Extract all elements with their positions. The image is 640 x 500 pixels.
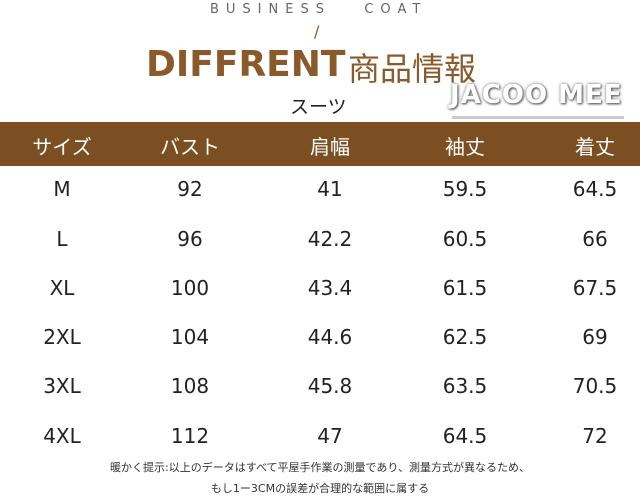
- note-line-1: 暖かく提示:以上のデータはすべて平屋手作業の測量であり、測量方式が異なるため、: [110, 461, 530, 474]
- table-cell: 104: [170, 325, 210, 349]
- table-cell: 72: [582, 424, 608, 448]
- table-cell: 2XL: [43, 325, 81, 349]
- table-cell: 47: [317, 424, 343, 448]
- column-header: 着丈: [575, 135, 615, 159]
- table-cell: 61.5: [442, 276, 488, 300]
- table-cell: 112: [170, 424, 210, 448]
- table-cell: 70.5: [572, 374, 618, 398]
- table-cell: 41: [317, 177, 343, 201]
- table-cell: 44.6: [307, 325, 353, 349]
- table-cell: 108: [170, 374, 210, 398]
- slash: /: [314, 22, 320, 41]
- table-cell: M: [53, 177, 71, 201]
- item-type: スーツ: [290, 96, 347, 118]
- table-cell: 67.5: [572, 276, 618, 300]
- table-cell: 92: [177, 177, 203, 201]
- table-cell: 3XL: [43, 374, 81, 398]
- table-cell: 64.5: [442, 424, 488, 448]
- table-cell: 100: [170, 276, 210, 300]
- title: DIFFRENT: [146, 44, 346, 85]
- table-cell: 64.5: [572, 177, 618, 201]
- table-cell: 45.8: [307, 374, 353, 398]
- table-header: サイズ バスト 肩幅 袖丈 着丈: [0, 122, 640, 166]
- table-cell: 4XL: [43, 424, 81, 448]
- table-cell: L: [56, 227, 68, 251]
- title-jp: 商品情報: [348, 50, 477, 88]
- table-cell: 59.5: [442, 177, 488, 201]
- table-cell: 63.5: [442, 374, 488, 398]
- table-cell: 62.5: [442, 325, 488, 349]
- table-cell: 66: [582, 227, 608, 251]
- column-header: バスト: [160, 135, 220, 159]
- table-cell: XL: [49, 276, 75, 300]
- brand-tagline-bar: [452, 116, 624, 119]
- table-cell: 42.2: [307, 227, 353, 251]
- note-line-2: もし1ー3CMの誤差が合理的な範囲に属する: [210, 482, 430, 495]
- column-header: 肩幅: [310, 135, 350, 159]
- table-cell: 60.5: [442, 227, 488, 251]
- column-header: サイズ: [32, 135, 92, 159]
- table-cell: 43.4: [307, 276, 353, 300]
- table-cell: 96: [177, 227, 203, 251]
- brand-logo: JACOO MEE: [450, 80, 623, 110]
- column-header: 袖丈: [445, 135, 485, 159]
- table-cell: 69: [582, 325, 608, 349]
- subtitle: BUSINESS COAT: [210, 2, 428, 17]
